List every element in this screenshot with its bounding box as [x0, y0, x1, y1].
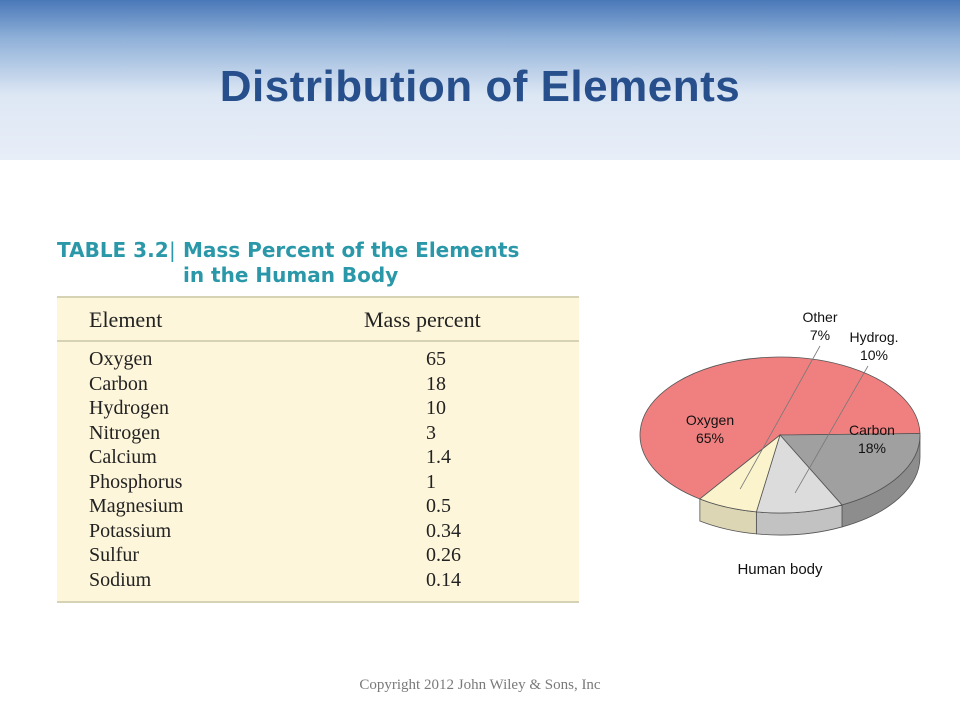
element-name: Hydrogen	[89, 397, 169, 419]
element-name: Phosphorus	[89, 470, 183, 493]
table-row: Sulfur 0.26	[57, 544, 579, 569]
leader-line	[739, 345, 821, 490]
table-row: Sodium 0.14	[57, 569, 579, 594]
table-row: Potassium 0.34	[57, 520, 579, 545]
table-number: TABLE 3.2	[57, 238, 169, 262]
pie-chart: Oxygen 65% Carbon 18% Hydrog. 10% Other 7% Human…	[639, 309, 921, 578]
table-row: Phosphorus 1	[57, 471, 579, 496]
table-caption: TABLE 3.2 | Mass Percent of the Elements…	[57, 238, 519, 288]
mass-percent-value: 1.4	[426, 446, 451, 468]
table-title-line2: in the Human Body	[183, 263, 399, 287]
slice-percent: 18%	[858, 440, 886, 456]
slice-percent: 65%	[696, 430, 724, 446]
mass-percent-value: 65	[426, 348, 446, 370]
mass-percent-value: 10	[426, 397, 446, 419]
slice-percent: 7%	[810, 327, 830, 343]
mass-percent-value: 18	[426, 372, 446, 395]
table-row: Carbon 18	[57, 373, 579, 398]
slice-percent: 10%	[860, 347, 888, 363]
table-row: Oxygen 65	[57, 348, 579, 373]
header-band	[0, 0, 960, 160]
table-row: Magnesium 0.5	[57, 495, 579, 520]
mass-percent-value: 0.26	[426, 544, 461, 566]
mass-percent-value: 0.14	[426, 568, 461, 591]
table-header-row: Element Mass percent	[57, 298, 579, 342]
header-mass-percent: Mass percent	[364, 307, 481, 332]
element-name: Nitrogen	[89, 421, 161, 444]
element-name: Potassium	[89, 519, 172, 542]
element-name: Oxygen	[89, 348, 153, 370]
caption-divider: |	[169, 238, 176, 262]
element-name: Magnesium	[89, 495, 184, 517]
element-name: Sodium	[89, 568, 152, 591]
chart-caption: Human body	[737, 561, 823, 578]
table-body: Oxygen 65 Carbon 18 Hydrogen 10 Nitrogen 3 Calci…	[57, 348, 579, 593]
mass-percent-value: 3	[426, 421, 436, 444]
pie-slice-hydrog	[755, 434, 843, 514]
element-name: Sulfur	[89, 544, 139, 566]
element-name: Calcium	[89, 446, 157, 468]
header-element: Element	[89, 307, 163, 332]
mass-percent-value: 0.34	[426, 519, 461, 542]
leader-line	[794, 365, 869, 494]
table-row: Hydrogen 10	[57, 397, 579, 422]
element-name: Carbon	[89, 372, 148, 395]
mass-percent-value: 0.5	[426, 495, 451, 517]
pie-slice-oxygen	[639, 356, 921, 500]
table-row: Nitrogen 3	[57, 422, 579, 447]
table-title-line1: Mass Percent of the Elements	[183, 238, 520, 262]
slice-label: Oxygen	[686, 412, 734, 428]
slide-title: Distribution of Elements	[219, 62, 741, 111]
slice-label: Carbon	[849, 422, 895, 438]
mass-percent-value: 1	[426, 470, 436, 493]
pie-slice-carbon	[779, 433, 921, 506]
copyright-footer: Copyright 2012 John Wiley & Sons, Inc	[359, 677, 601, 693]
mass-percent-table: Element Mass percent Oxygen 65 Carbon 18 Hyd…	[57, 296, 579, 603]
slice-label: Hydrog.	[849, 329, 898, 345]
slice-label: Other	[802, 309, 837, 325]
table-row: Calcium 1.4	[57, 446, 579, 471]
